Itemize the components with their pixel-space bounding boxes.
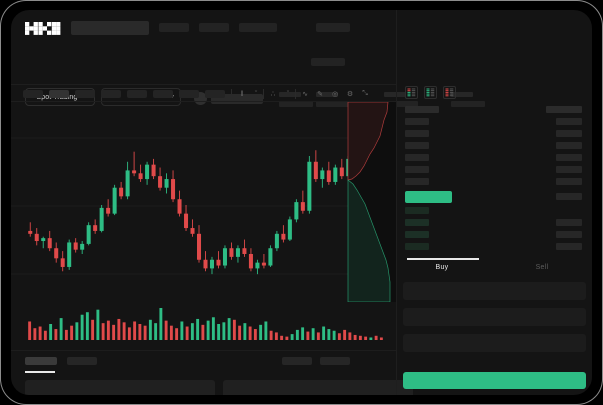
timeframe-7[interactable]: [179, 90, 199, 98]
orderbook-ask-amount: [556, 142, 582, 149]
stat-24h-high-value: [384, 101, 418, 107]
candlestick-icon[interactable]: ‖: [240, 90, 244, 98]
stat-last-price: [279, 92, 313, 107]
candles-svg: [11, 135, 396, 275]
stat-24h-volume-label: [451, 92, 473, 97]
timeframe-1[interactable]: [23, 90, 43, 98]
stat-24h-high: [384, 92, 418, 107]
orderbook-bid-row[interactable]: [405, 243, 429, 250]
tab-open-orders[interactable]: [25, 357, 57, 365]
top-navigation-bar: [11, 10, 592, 44]
stat-last-price-label: [279, 92, 301, 97]
timeframe-3[interactable]: [75, 90, 95, 98]
orderbook-list[interactable]: [397, 104, 592, 254]
bottom-panel-right[interactable]: [223, 380, 413, 395]
timeframe-4[interactable]: [101, 90, 121, 98]
nav-item-2[interactable]: [199, 23, 229, 32]
chart-toolbar: ‖ ˇ ∴ ˇ ∿ ✎ ◎ ⚙ ⤡: [11, 84, 396, 102]
stat-24h-change: [316, 92, 350, 107]
volume-svg: [28, 308, 383, 340]
order-entry-form: [403, 282, 586, 360]
action-hide-other-pairs[interactable]: [282, 357, 312, 365]
submit-buy-button[interactable]: [403, 372, 586, 389]
orderbook-ask-row[interactable]: [405, 178, 429, 185]
timeframe-5[interactable]: [127, 90, 147, 98]
orderbook-mode-toggle: [405, 86, 456, 99]
stat-24h-volume-value: [451, 101, 485, 107]
chevron-down-icon-2[interactable]: ˇ: [286, 90, 290, 98]
orderbook-ask-amount: [556, 130, 582, 137]
nav-item-3[interactable]: [239, 23, 277, 32]
toolbar-divider-1: [231, 89, 232, 99]
nav-item-1[interactable]: [159, 23, 189, 32]
orderbook-ask-amount: [556, 118, 582, 125]
orderbook-depth-chart: [344, 102, 396, 302]
volume-bar-chart: [11, 302, 396, 350]
chevron-down-icon[interactable]: ˇ: [254, 90, 258, 98]
orders-content-area: [11, 372, 413, 395]
active-tab-underline: [25, 371, 55, 373]
orderbook-bid-amount: [556, 231, 582, 238]
stat-24h-volume: [451, 92, 485, 107]
order-amount-field[interactable]: [403, 308, 586, 326]
stat-24h-change-label: [316, 92, 338, 97]
indicator-icon[interactable]: ∴: [270, 91, 276, 98]
toolbar-divider-3: [295, 89, 296, 99]
orderbook-spread-price: [405, 191, 452, 203]
line-wave-icon[interactable]: ∿: [302, 91, 308, 98]
stat-24h-change-value: [316, 101, 350, 107]
nav-item-4[interactable]: [316, 23, 350, 32]
order-total-field[interactable]: [403, 334, 586, 352]
stat-24h-high-label: [384, 92, 406, 97]
pair-name: [211, 94, 263, 104]
orderbook-spread-amount: [556, 193, 582, 200]
orderbook-ask-row[interactable]: [405, 106, 439, 113]
orderbook-mode-asks[interactable]: [443, 86, 456, 99]
orderbook-ask-amount: [556, 178, 582, 185]
depth-svg: [347, 102, 396, 302]
orderbook-ask-amount: [556, 154, 582, 161]
orderbook-ask-row[interactable]: [405, 118, 429, 125]
stat-last-price-value: [279, 101, 313, 107]
orderbook-ask-row[interactable]: [405, 154, 429, 161]
settings-gear-icon[interactable]: ⚙: [346, 91, 354, 98]
price-candlestick-chart[interactable]: [11, 102, 396, 302]
orderbook-ask-amount: [556, 166, 582, 173]
orderbook-bid-row[interactable]: [405, 231, 429, 238]
fullscreen-icon[interactable]: ⤡: [362, 90, 368, 97]
orderbook-mode-both[interactable]: [405, 86, 418, 99]
toolbar-divider-2: [263, 89, 264, 99]
breadcrumb: [311, 58, 345, 66]
orderbook-ask-row[interactable]: [405, 142, 429, 149]
orderbook-bid-row[interactable]: [405, 219, 429, 226]
bottom-panel-left[interactable]: [25, 380, 215, 395]
tab-buy[interactable]: Buy: [435, 264, 449, 271]
search-input[interactable]: [71, 21, 149, 35]
okx-logo[interactable]: [25, 22, 61, 35]
orders-tab-bar: [11, 350, 396, 373]
orderbook-bid-row[interactable]: [405, 207, 429, 214]
trading-app: Spot Trading ▾ ▾: [11, 10, 592, 395]
tab-sell[interactable]: Sell: [535, 264, 549, 271]
orderbook-ask-amount: [546, 106, 582, 113]
orderbook-bid-amount: [556, 219, 582, 226]
orderbook-ask-row[interactable]: [405, 166, 429, 173]
magnet-icon[interactable]: ◎: [331, 91, 339, 98]
orderbook-bid-amount: [556, 243, 582, 250]
timeframe-8[interactable]: [205, 90, 225, 98]
action-cancel-all[interactable]: [320, 357, 350, 365]
buy-sell-tab-bar: Buy Sell: [403, 258, 586, 280]
orderbook-ask-row[interactable]: [405, 130, 429, 137]
timeframe-2[interactable]: [49, 90, 69, 98]
orderbook-mode-bids[interactable]: [424, 86, 437, 99]
pencil-icon[interactable]: ✎: [317, 91, 323, 98]
tab-order-history[interactable]: [67, 357, 97, 365]
buy-tab-underline: [407, 258, 479, 260]
trade-sidebar: Buy Sell: [396, 10, 592, 395]
order-price-field[interactable]: [403, 282, 586, 300]
timeframe-6[interactable]: [153, 90, 173, 98]
